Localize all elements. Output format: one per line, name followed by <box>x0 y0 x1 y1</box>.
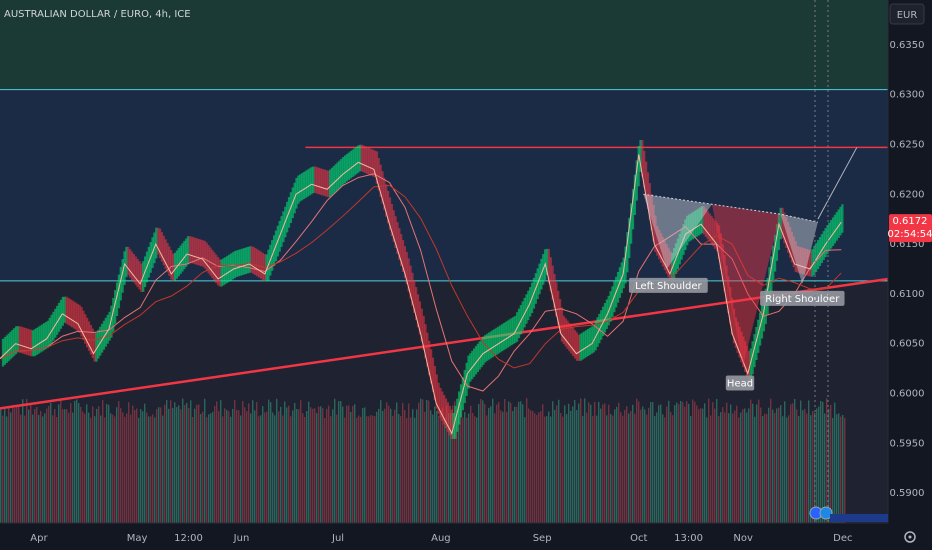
time-tick-label: May <box>127 533 148 544</box>
svg-text:Right Shoulder: Right Shoulder <box>765 294 840 305</box>
pattern-segment <box>711 204 781 366</box>
time-tick-label: Oct <box>630 533 647 544</box>
currency-button[interactable] <box>889 3 925 25</box>
price-tick-label: 0.6050 <box>890 339 925 350</box>
price-series-line <box>0 154 842 435</box>
price-tick-label: 0.5950 <box>890 438 925 449</box>
time-tick-label: Sep <box>533 533 552 544</box>
time-tick-label: Apr <box>30 533 48 544</box>
currency-label: EUR <box>897 10 918 21</box>
price-tick-label: 0.6000 <box>890 388 925 399</box>
projection-line <box>817 147 858 220</box>
price-tick-label: 0.6200 <box>890 189 925 200</box>
event-icon <box>819 506 833 520</box>
earnings-bar <box>830 514 888 522</box>
time-tick-label: Dec <box>833 533 852 544</box>
price-tick-label: 0.6150 <box>890 239 925 250</box>
moving-average-line <box>0 173 842 392</box>
price-tick-label: 0.6300 <box>890 90 925 101</box>
time-tick-label: 13:00 <box>674 533 703 544</box>
chart-title: AUSTRALIAN DOLLAR / EURO, 4h, ICE <box>4 9 191 20</box>
support-trendline <box>0 277 888 410</box>
time-axis[interactable] <box>0 523 932 550</box>
price-badge-value: 0.6172 <box>893 216 928 227</box>
time-tick-label: Nov <box>733 533 753 544</box>
pattern-segment <box>780 214 818 284</box>
settings-icon[interactable] <box>904 531 916 543</box>
time-tick-label: Aug <box>431 533 451 544</box>
pattern-label: Head <box>725 375 755 391</box>
svg-text:Left Shoulder: Left Shoulder <box>635 281 702 292</box>
moving-average-line <box>0 184 842 369</box>
time-axis-ticks: Apr May 12:00 Jun Jul Aug Sep Oct 13:00 Nov Dec <box>30 533 852 544</box>
pattern-label: Right Shoulder <box>760 290 845 306</box>
volume-bars <box>0 398 846 523</box>
head-and-shoulders-pattern <box>643 193 818 366</box>
event-icons[interactable] <box>809 506 833 520</box>
price-tick-label: 0.6100 <box>890 289 925 300</box>
price-badge: 0.6172 02:54:54 <box>888 214 932 243</box>
pattern-label: Left Shoulder <box>628 277 708 293</box>
time-tick-label: Jun <box>233 533 250 544</box>
time-tick-label: 12:00 <box>174 533 203 544</box>
pattern-segment <box>643 194 712 269</box>
upper-zone <box>0 0 888 90</box>
price-tick-label: 0.5900 <box>890 488 925 499</box>
price-tick-label: 0.6350 <box>890 40 925 51</box>
svg-text:Head: Head <box>727 379 753 390</box>
neckline <box>643 193 818 223</box>
price-axis-ticks: 0.6350 0.6300 0.6250 0.6200 0.6150 0.6100 0.60… <box>890 40 925 499</box>
price-axis[interactable] <box>888 0 932 523</box>
price-tick-label: 0.6250 <box>890 139 925 150</box>
price-badge-timer: 02:54:54 <box>888 229 932 240</box>
pattern-annotations: Left Shoulder Head Right Shoulder <box>628 277 845 391</box>
time-tick-label: Jul <box>331 533 344 544</box>
